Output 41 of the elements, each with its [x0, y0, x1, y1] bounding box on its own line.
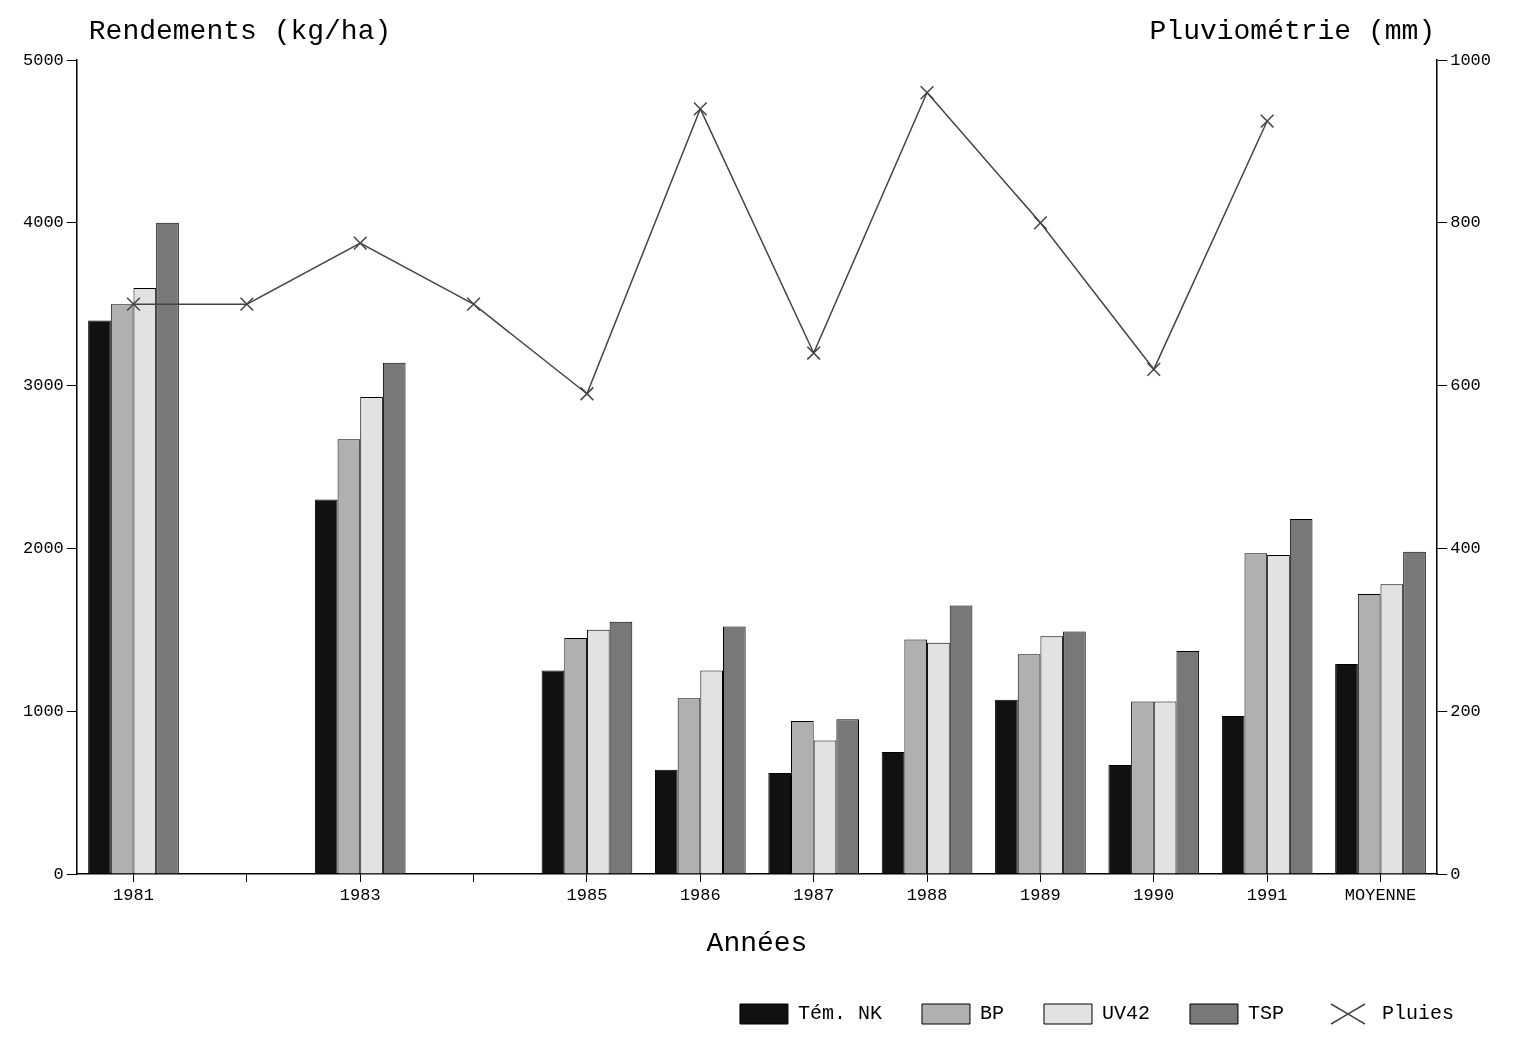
point	[1260, 113, 1275, 129]
point	[1146, 362, 1161, 377]
y-tick-label: 5000	[22, 50, 64, 70]
x-tick-label: 1989	[1020, 885, 1061, 905]
point	[919, 85, 935, 100]
x-tick-label: MOYENNE	[1344, 885, 1417, 905]
y2-tick-label: 0	[1450, 864, 1461, 884]
point	[466, 297, 481, 312]
point	[353, 236, 368, 251]
point	[126, 297, 141, 312]
point	[806, 345, 821, 361]
x-tick-label: 1983	[339, 885, 381, 905]
legend-label: TSP	[1247, 1002, 1284, 1026]
legend-label: Tém. NK	[797, 1002, 882, 1026]
x-tick-label: 1990	[1133, 885, 1175, 905]
y-axis-title: Rendements (kg/ha)	[88, 16, 392, 48]
point	[1033, 215, 1048, 230]
y2-tick-label: 600	[1450, 376, 1481, 396]
y2-tick-label: 400	[1450, 538, 1481, 558]
y2-tick-label: 800	[1450, 213, 1481, 233]
y-tick-label: 4000	[22, 213, 64, 233]
x-tick-label: 1988	[906, 885, 948, 905]
y-tick-label: 2000	[22, 538, 64, 558]
x-axis-title: Années	[706, 927, 808, 959]
y-tick-label: 3000	[22, 376, 64, 396]
x-tick-label: 1985	[566, 885, 608, 905]
legend-label: Pluies	[1381, 1002, 1454, 1026]
x-tick-label: 1981	[113, 885, 154, 905]
x-tick-label: 1991	[1246, 885, 1288, 905]
legend-label: UV42	[1101, 1002, 1150, 1026]
point	[693, 101, 708, 116]
y-tick-label: 0	[53, 864, 64, 884]
point	[239, 297, 254, 312]
point	[579, 386, 595, 401]
x-tick-label: 1987	[793, 885, 835, 905]
y-tick-label: 1000	[22, 701, 64, 721]
legend-label: BP	[979, 1002, 1004, 1026]
x-tick-label: 1986	[679, 885, 721, 905]
y2-tick-label: 1000	[1450, 50, 1492, 70]
y2-axis-title: Pluviométrie (mm)	[1149, 16, 1436, 48]
y2-tick-label: 200	[1450, 701, 1481, 721]
